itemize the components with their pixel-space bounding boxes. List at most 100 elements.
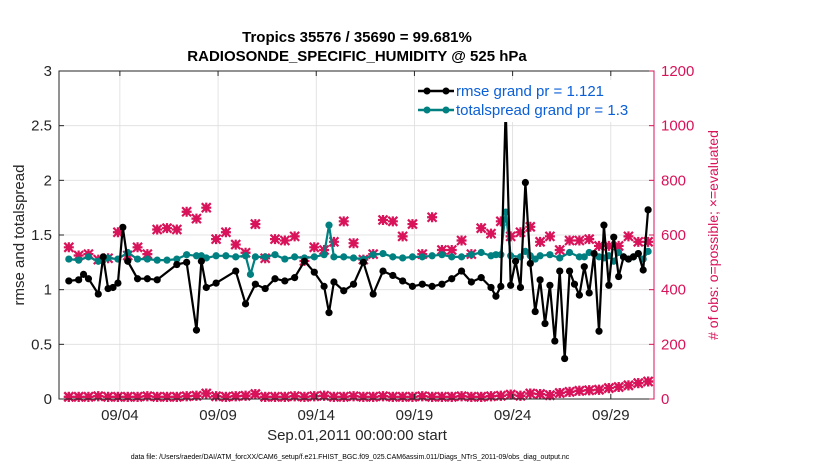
legend-rmse-marker	[423, 87, 431, 95]
obs-marker-cross	[289, 390, 300, 402]
obs-marker-cross	[161, 222, 173, 234]
obs-point	[534, 236, 546, 248]
obs-marker-cross	[269, 391, 281, 403]
obs-point	[63, 242, 75, 253]
spread-point	[521, 247, 529, 255]
rmse-point	[551, 337, 559, 345]
spread-point	[418, 253, 426, 261]
obs-point	[210, 390, 222, 402]
obs-point	[623, 380, 634, 391]
axis-ticks: 09/04 09/09 09/14 09/19 09/24 09/29 0 0.5 1 1.5 2 2…	[31, 63, 694, 424]
legend: rmse grand pr = 1.121 totalspread grand …	[416, 80, 652, 122]
spread-point	[389, 253, 397, 261]
obs-point	[583, 233, 595, 245]
rmse-point	[610, 233, 618, 241]
rmse-point	[114, 279, 122, 287]
rmse-point	[531, 307, 539, 316]
obs-point	[269, 391, 281, 403]
obs-marker-cross	[456, 390, 467, 402]
rmse-point	[418, 280, 426, 288]
spread-point	[246, 270, 255, 278]
spread-point	[310, 253, 318, 261]
obs-marker-cross	[132, 391, 143, 403]
spread-point	[580, 253, 588, 261]
spread-point	[379, 249, 387, 258]
rmse-point	[565, 267, 574, 275]
obs-marker-cross	[417, 390, 428, 402]
obs-marker-cross	[426, 391, 438, 403]
obs-point	[475, 391, 487, 403]
obs-point	[230, 390, 242, 402]
rmse-point	[605, 281, 613, 289]
spread-point	[369, 251, 377, 259]
obs-point	[613, 240, 624, 252]
obs-point	[456, 390, 467, 402]
rmse-point	[99, 253, 107, 261]
y-tick-label-left: 2	[44, 172, 52, 189]
legend-spread-marker	[442, 106, 450, 114]
obs-point	[338, 216, 350, 227]
obs-marker-cross	[122, 391, 134, 403]
x-axis-label: Sep.01,2011 00:00:00 start	[267, 427, 448, 444]
obs-marker-cross	[151, 224, 163, 235]
rmse-point	[428, 282, 436, 290]
x-tick-label: 09/24	[494, 407, 532, 424]
rmse-point	[467, 278, 475, 286]
obs-point	[250, 388, 261, 400]
obs-marker-cross	[200, 202, 212, 213]
obs-marker-cross	[466, 391, 477, 403]
rmse-point	[202, 283, 210, 292]
obs-point	[299, 391, 310, 403]
rmse-point	[143, 275, 151, 283]
x-tick-label: 09/19	[396, 407, 434, 424]
obs-marker-cross	[642, 376, 654, 387]
rmse-point	[595, 327, 603, 335]
rmse-point	[516, 283, 525, 292]
rmse-point	[192, 326, 201, 334]
obs-marker-cross	[623, 231, 634, 242]
obs-marker-cross	[112, 226, 124, 238]
spread-point	[143, 255, 151, 263]
rmse-point	[84, 275, 93, 283]
obs-marker-cross	[564, 386, 575, 398]
spread-point	[212, 252, 220, 260]
obs-marker-cross	[515, 390, 526, 401]
obs-point	[289, 231, 300, 242]
obs-marker-cross	[564, 235, 575, 246]
rmse-point	[408, 282, 417, 290]
obs-marker-cross	[495, 216, 507, 227]
y-tick-label-left: 2.5	[31, 118, 52, 135]
y-tick-label-right: 400	[661, 282, 686, 299]
obs-point	[348, 237, 359, 249]
obs-point	[495, 390, 507, 401]
obs-marker-cross	[279, 235, 291, 246]
obs-marker-cross	[181, 390, 192, 402]
obs-marker-cross	[574, 385, 585, 397]
obs-marker-cross	[456, 235, 467, 246]
obs-marker-cross	[318, 390, 330, 401]
obs-marker-cross	[593, 240, 605, 252]
spread-point	[644, 247, 652, 255]
spread-point	[232, 253, 240, 261]
rmse-point	[492, 292, 500, 300]
obs-point	[220, 391, 232, 403]
obs-marker-cross	[554, 244, 566, 256]
footer-datafile: data file: /Users/raeder/DAI/ATM_forcXX/…	[131, 454, 570, 461]
obs-point	[554, 244, 566, 256]
obs-point	[485, 228, 497, 239]
obs-marker-cross	[407, 391, 418, 403]
obs-marker-cross	[633, 377, 644, 389]
obs-point	[544, 231, 556, 242]
obs-marker-cross	[299, 391, 310, 403]
y-tick-label-right: 0	[661, 391, 669, 408]
spread-point	[281, 255, 289, 263]
x-tick-label: 09/29	[592, 407, 630, 424]
rmse-point	[399, 277, 407, 285]
obs-marker-cross	[583, 384, 595, 396]
obs-marker-cross	[210, 390, 222, 402]
obs-marker-cross	[191, 390, 202, 401]
rmse-point	[359, 258, 367, 266]
obs-marker-cross	[161, 391, 173, 403]
obs-point	[151, 224, 163, 235]
obs-point	[407, 391, 418, 403]
